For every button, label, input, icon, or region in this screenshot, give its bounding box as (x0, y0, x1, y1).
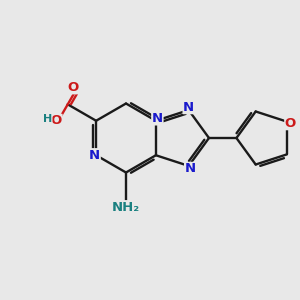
Text: O: O (51, 114, 62, 128)
Text: N: N (184, 162, 196, 176)
Text: N: N (183, 100, 194, 114)
Text: N: N (152, 112, 163, 125)
Text: O: O (68, 81, 79, 94)
Text: N: N (89, 149, 100, 162)
Text: NH₂: NH₂ (112, 201, 140, 214)
Text: H: H (43, 114, 52, 124)
Text: O: O (285, 117, 296, 130)
